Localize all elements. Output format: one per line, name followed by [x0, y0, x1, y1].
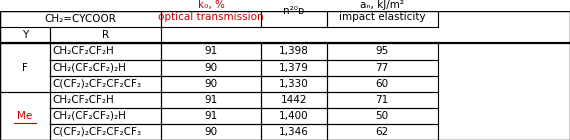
Text: k₀, %
optical transmission: k₀, % optical transmission — [158, 0, 264, 22]
Text: aₙ, kJ/m²
impact elasticity: aₙ, kJ/m² impact elasticity — [339, 0, 425, 22]
Text: 1,379: 1,379 — [279, 63, 309, 73]
Text: 1,400: 1,400 — [279, 111, 308, 121]
Text: 1,346: 1,346 — [279, 127, 309, 137]
Text: Y: Y — [22, 30, 28, 40]
Text: 91: 91 — [205, 46, 218, 56]
Text: R: R — [102, 30, 109, 40]
Text: 60: 60 — [376, 79, 389, 89]
Text: 90: 90 — [205, 79, 218, 89]
Text: 50: 50 — [376, 111, 389, 121]
Text: 1442: 1442 — [280, 95, 307, 105]
Text: 91: 91 — [205, 95, 218, 105]
Text: 77: 77 — [376, 63, 389, 73]
Text: n²⁰ᴅ: n²⁰ᴅ — [283, 6, 304, 16]
Text: CH₂CF₂CF₂H: CH₂CF₂CF₂H — [52, 95, 114, 105]
Text: 1,330: 1,330 — [279, 79, 309, 89]
Text: CH₂(CF₂CF₂)₂H: CH₂(CF₂CF₂)₂H — [52, 111, 127, 121]
Text: CH₂(CF₂CF₂)₂H: CH₂(CF₂CF₂)₂H — [52, 63, 127, 73]
Text: 1,398: 1,398 — [279, 46, 309, 56]
Text: 71: 71 — [376, 95, 389, 105]
Text: 62: 62 — [376, 127, 389, 137]
Text: 90: 90 — [205, 127, 218, 137]
Text: 95: 95 — [376, 46, 389, 56]
Text: C(CF₂)₂CF₂CF₂CF₃: C(CF₂)₂CF₂CF₂CF₃ — [52, 79, 141, 89]
Text: Me: Me — [18, 111, 32, 121]
Text: CH₂=CYCOOR: CH₂=CYCOOR — [44, 14, 117, 24]
Text: C(CF₂)₂CF₂CF₂CF₃: C(CF₂)₂CF₂CF₂CF₃ — [52, 127, 141, 137]
Text: 90: 90 — [205, 63, 218, 73]
Text: F: F — [22, 63, 28, 73]
Text: CH₂CF₂CF₂H: CH₂CF₂CF₂H — [52, 46, 114, 56]
Text: 91: 91 — [205, 111, 218, 121]
